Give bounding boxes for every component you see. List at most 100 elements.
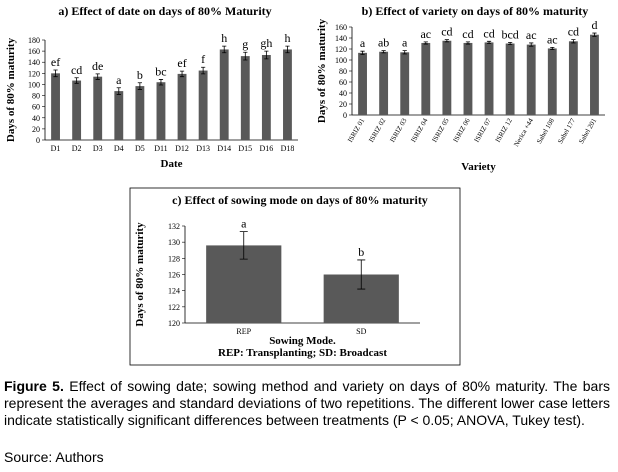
error-bar [508, 42, 513, 45]
x-tick-label: ISRIZ 06 [452, 117, 472, 144]
bar [442, 40, 452, 115]
x-tick-label: D11 [154, 144, 167, 153]
significance-letter: cd [483, 26, 494, 40]
significance-letter: gh [260, 36, 272, 50]
y-tick-label: 80 [339, 67, 347, 76]
significance-letter: cd [441, 25, 452, 39]
bar [526, 44, 536, 115]
error-bar [444, 39, 449, 43]
x-tick-label: D3 [93, 144, 103, 153]
bar [379, 51, 389, 115]
bar [156, 82, 166, 140]
error-bar [74, 77, 79, 84]
caption-text: Effect of sowing date; sowing method and… [4, 378, 610, 428]
significance-letter: bcd [501, 27, 518, 41]
bar [114, 91, 124, 140]
x-tick-label: D1 [51, 144, 61, 153]
significance-letter: cd [568, 25, 579, 39]
x-tick-label: SD [356, 327, 366, 336]
significance-letter: a [402, 36, 408, 50]
y-tick-label: 20 [32, 125, 40, 134]
x-tick-label: ISRIZ 05 [431, 117, 451, 144]
x-tick-label: ISRIZ 07 [473, 117, 493, 144]
y-tick-label: 20 [339, 100, 347, 109]
error-bar [381, 50, 386, 54]
y-tick-label: 40 [32, 114, 40, 123]
error-bar [158, 79, 164, 86]
significance-letter: ac [547, 32, 558, 46]
x-tick-label: D2 [72, 144, 82, 153]
bar [240, 56, 250, 140]
y-tick-label: 124 [168, 287, 180, 296]
caption: Figure 5. Effect of sowing date; sowing … [4, 378, 610, 429]
y-tick-label: 126 [168, 271, 180, 280]
bar [484, 42, 494, 115]
x-tick-label: ISRIZ 03 [388, 117, 408, 144]
x-tick-label: D15 [238, 144, 252, 153]
significance-letter: h [221, 31, 227, 45]
significance-letter: a [360, 36, 366, 50]
x-tick-label: D16 [259, 144, 273, 153]
y-tick-label: 120 [168, 319, 180, 328]
y-tick-label: 100 [335, 56, 347, 65]
bar [505, 43, 515, 115]
significance-letter: a [241, 217, 247, 231]
error-bar [360, 50, 365, 55]
x-tick-label: D18 [281, 144, 295, 153]
bar [568, 41, 578, 115]
chart-title: b) Effect of variety on days of 80% matu… [361, 4, 589, 18]
significance-letter: ef [177, 56, 186, 70]
bar [421, 42, 431, 116]
bar [51, 73, 60, 140]
y-tick-label: 122 [168, 303, 180, 312]
bar [283, 49, 292, 140]
x-tick-label: D12 [175, 144, 189, 153]
y-tick-label: 140 [335, 34, 347, 43]
x-tick-label: REP [236, 327, 251, 336]
error-bar [201, 66, 206, 75]
chart-title: c) Effect of sowing mode on days of 80% … [172, 193, 428, 207]
y-tick-label: 130 [168, 238, 180, 247]
y-tick-label: 60 [32, 103, 40, 112]
error-bar [529, 42, 534, 47]
significance-letter: f [201, 52, 205, 66]
error-bar [95, 73, 100, 80]
significance-letter: ac [526, 28, 537, 42]
x-tick-label: D14 [217, 144, 231, 153]
x-axis-label: Date [161, 158, 183, 170]
x-tick-label: ISRIZ 04 [409, 117, 429, 144]
significance-letter: cd [71, 63, 82, 77]
y-tick-label: 0 [343, 111, 347, 120]
error-bar [53, 69, 58, 78]
error-bar [222, 45, 227, 54]
y-axis-label: Days of 80% maturity [316, 18, 328, 123]
y-tick-label: 128 [168, 254, 180, 263]
significance-letter: d [591, 18, 597, 32]
x-tick-label: Sahel 108 [535, 117, 556, 146]
y-tick-label: 100 [28, 80, 40, 89]
y-tick-label: 0 [36, 136, 40, 145]
significance-letter: b [358, 245, 364, 259]
bar [135, 86, 145, 140]
y-tick-label: 132 [168, 222, 180, 231]
y-tick-label: 180 [28, 36, 40, 45]
error-bar [116, 87, 121, 95]
y-axis-label: Days of 80% maturity [5, 37, 17, 142]
significance-letter: b [137, 68, 143, 82]
significance-letter: ef [51, 55, 60, 69]
bar [547, 48, 557, 116]
source: Source: Authors [4, 449, 104, 465]
bar [177, 73, 187, 140]
y-tick-label: 140 [28, 58, 40, 67]
caption-label: Figure 5. [4, 378, 64, 394]
bar [72, 80, 82, 140]
y-axis-label: Days of 80% maturity [134, 222, 146, 327]
y-tick-label: 60 [339, 78, 347, 87]
x-tick-label: D5 [135, 144, 145, 153]
error-bar [179, 70, 185, 78]
error-bar [402, 50, 407, 55]
error-bar [423, 41, 428, 45]
error-bar [285, 45, 290, 54]
error-bar [264, 50, 269, 60]
bar [463, 42, 473, 116]
